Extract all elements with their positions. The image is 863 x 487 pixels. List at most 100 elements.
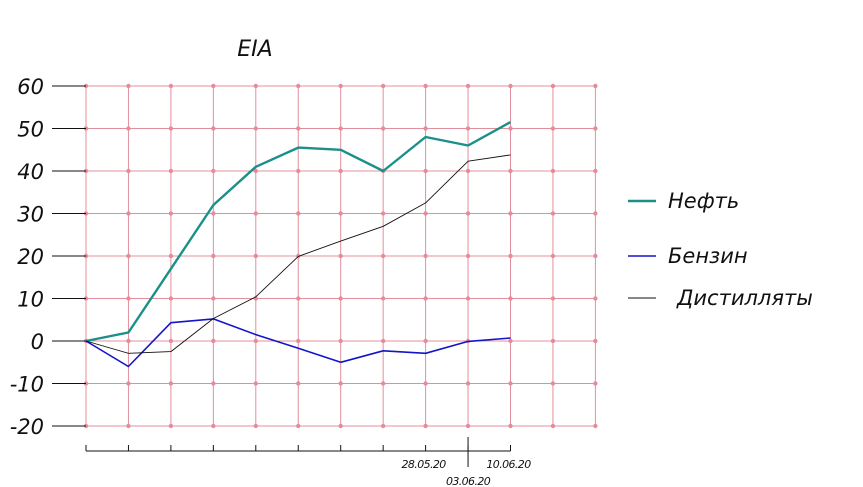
grid-node bbox=[465, 296, 471, 301]
grid-node bbox=[423, 253, 428, 259]
grid-node bbox=[593, 338, 598, 344]
grid-node bbox=[465, 211, 471, 216]
grid-node bbox=[168, 338, 174, 344]
grid-node bbox=[253, 253, 258, 259]
grid-node bbox=[593, 211, 598, 216]
grid-node bbox=[380, 381, 386, 386]
grid-node bbox=[338, 296, 343, 301]
grid-node bbox=[168, 423, 174, 429]
grid-node bbox=[296, 211, 301, 216]
grid-node bbox=[211, 296, 216, 301]
grid-node bbox=[380, 83, 386, 89]
series-line bbox=[85, 318, 511, 368]
y-axis-ticks: 60 50 40 30 20 10 0 -10 -20 bbox=[10, 75, 86, 439]
grid-node bbox=[380, 211, 386, 216]
grid-node bbox=[550, 338, 556, 344]
grid-node bbox=[423, 211, 428, 216]
y-tick-label: -10 bbox=[10, 373, 44, 397]
grid-node bbox=[508, 83, 513, 89]
grid-node bbox=[253, 338, 258, 344]
chart-title: EIA bbox=[237, 37, 272, 62]
grid-node bbox=[380, 126, 386, 131]
grid-node bbox=[423, 83, 428, 89]
grid-node bbox=[126, 168, 131, 174]
grid-node bbox=[380, 423, 386, 429]
grid-node bbox=[550, 253, 556, 259]
grid-node bbox=[423, 381, 428, 386]
grid-node bbox=[211, 338, 216, 344]
grid-node bbox=[593, 168, 598, 174]
grid-node bbox=[423, 126, 428, 131]
grid-node bbox=[296, 83, 301, 89]
legend-label: Дистилляты bbox=[676, 286, 813, 310]
grid-node bbox=[168, 296, 174, 301]
y-tick-label: 0 bbox=[31, 330, 44, 354]
y-tick-label: 60 bbox=[17, 75, 44, 99]
grid-node bbox=[593, 126, 598, 131]
grid-node bbox=[296, 423, 301, 429]
legend: Нефть Бензин Дистилляты bbox=[628, 189, 813, 310]
grid-node bbox=[550, 381, 556, 386]
grid-node bbox=[593, 296, 598, 301]
grid-node bbox=[211, 83, 216, 89]
grid-node bbox=[508, 168, 513, 174]
grid-node bbox=[253, 423, 258, 429]
x-axis: 28.05.20 03.06.20 10.06.20 bbox=[85, 437, 532, 487]
grid-node bbox=[508, 296, 513, 301]
grid-node bbox=[338, 83, 343, 89]
grid-node bbox=[338, 168, 343, 174]
x-tick-label: 28.05.20 bbox=[402, 458, 447, 471]
grid-node bbox=[593, 83, 598, 89]
grid-node bbox=[465, 423, 471, 429]
grid-node bbox=[338, 423, 343, 429]
grid-node bbox=[380, 338, 386, 344]
grid-node bbox=[508, 423, 513, 429]
grid-node bbox=[550, 168, 556, 174]
grid-node bbox=[465, 168, 471, 174]
grid-node bbox=[168, 83, 174, 89]
grid-node bbox=[126, 296, 131, 301]
grid-node bbox=[168, 168, 174, 174]
grid-node bbox=[211, 253, 216, 259]
grid-node bbox=[168, 211, 174, 216]
grid-node bbox=[423, 338, 428, 344]
grid-node bbox=[550, 296, 556, 301]
grid-node bbox=[423, 296, 428, 301]
grid-node bbox=[253, 381, 258, 386]
y-tick-label: 40 bbox=[17, 160, 44, 184]
series-line bbox=[85, 154, 511, 354]
grid-node bbox=[168, 253, 174, 259]
grid-node bbox=[508, 381, 513, 386]
y-tick-label: 10 bbox=[17, 288, 44, 312]
grid-node bbox=[465, 126, 471, 131]
x-tick-label: 10.06.20 bbox=[486, 458, 531, 471]
grid-node bbox=[126, 423, 131, 429]
grid-node bbox=[211, 381, 216, 386]
grid-node bbox=[423, 168, 428, 174]
grid-node bbox=[380, 296, 386, 301]
grid-node bbox=[296, 126, 301, 131]
grid-node bbox=[338, 126, 343, 131]
grid-node bbox=[253, 83, 258, 89]
legend-label: Бензин bbox=[668, 244, 748, 268]
grid-node bbox=[465, 253, 471, 259]
grid-node bbox=[168, 126, 174, 131]
y-tick-label: 20 bbox=[17, 245, 44, 269]
grid-node bbox=[550, 83, 556, 89]
grid-node bbox=[508, 126, 513, 131]
grid-node bbox=[423, 423, 428, 429]
grid-node bbox=[508, 211, 513, 216]
grid-node bbox=[593, 381, 598, 386]
grid-node bbox=[126, 338, 131, 344]
grid bbox=[83, 83, 598, 429]
grid-node bbox=[126, 381, 131, 386]
grid-node bbox=[126, 253, 131, 259]
grid-node bbox=[380, 253, 386, 259]
grid-node bbox=[296, 296, 301, 301]
y-tick-label: -20 bbox=[10, 415, 44, 439]
grid-node bbox=[126, 211, 131, 216]
grid-node bbox=[593, 423, 598, 429]
grid-node bbox=[338, 211, 343, 216]
grid-node bbox=[593, 253, 598, 259]
grid-node bbox=[338, 338, 343, 344]
